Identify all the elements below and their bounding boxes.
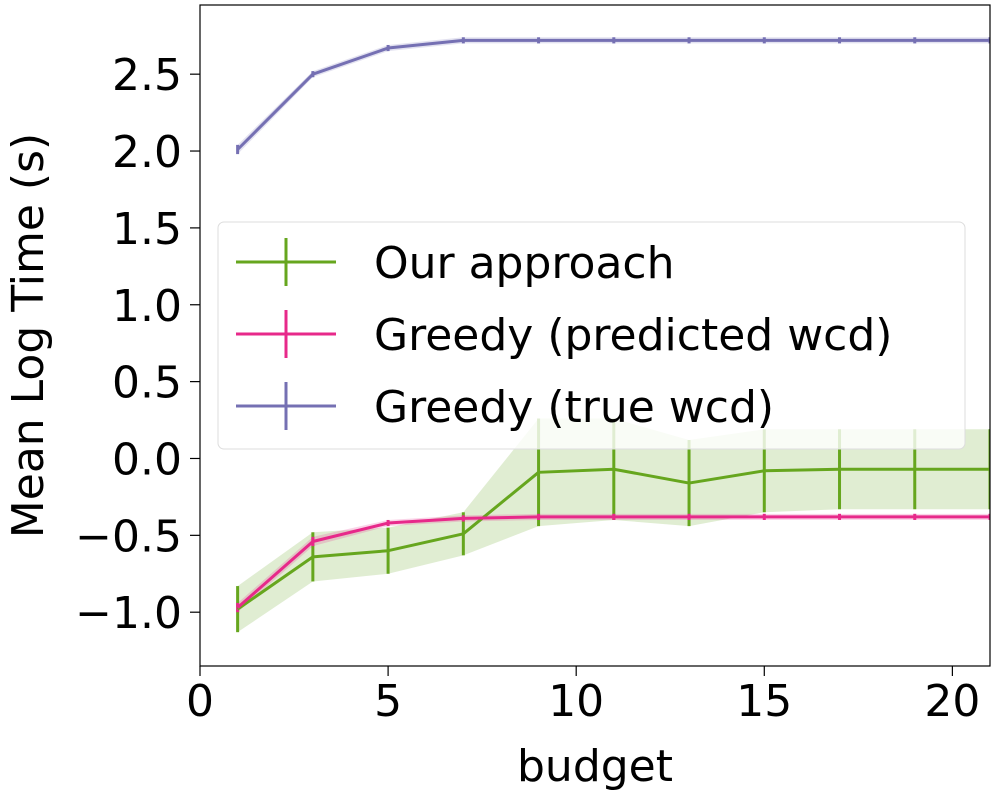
x-axis-label: budget [517,741,673,792]
y-tick-label: −1.0 [75,588,182,639]
legend-label: Our approach [374,238,675,289]
band-our-approach [237,418,990,633]
line-greedy-true-wcd [236,38,990,151]
x-tick-label: 5 [374,676,402,727]
legend-frame [217,221,966,450]
x-tick-label: 15 [736,676,792,727]
axes-frame [199,4,991,667]
x-tick-label: 0 [186,676,214,727]
y-tick-label: 2.5 [112,50,182,101]
x-axis-ticks: 0 5 10 15 20 [186,666,980,727]
y-tick-label: 2.0 [112,127,182,178]
band-greedy-true-wcd [237,37,990,155]
x-tick-label: 10 [548,676,604,727]
y-tick-label: −0.5 [75,511,182,562]
legend: Our approach Greedy (predicted wcd) Greedy… [217,221,966,450]
y-tick-label: 1.0 [112,281,182,332]
error-bands [237,37,990,633]
y-tick-label: 0.5 [112,358,182,409]
y-tick-label: 0.0 [112,434,182,485]
y-axis-ticks: −1.0 −0.5 0.0 0.5 1.0 1.5 2.0 2.5 [75,50,200,639]
legend-label: Greedy (true wcd) [374,382,774,433]
line-our-approach [236,467,990,611]
y-axis-label: Mean Log Time (s) [3,133,54,538]
y-tick-label: 1.5 [112,204,182,255]
legend-label: Greedy (predicted wcd) [374,310,892,361]
series-lines [236,38,990,611]
x-tick-label: 20 [924,676,980,727]
line-greedy-predicted-wcd [236,515,990,609]
